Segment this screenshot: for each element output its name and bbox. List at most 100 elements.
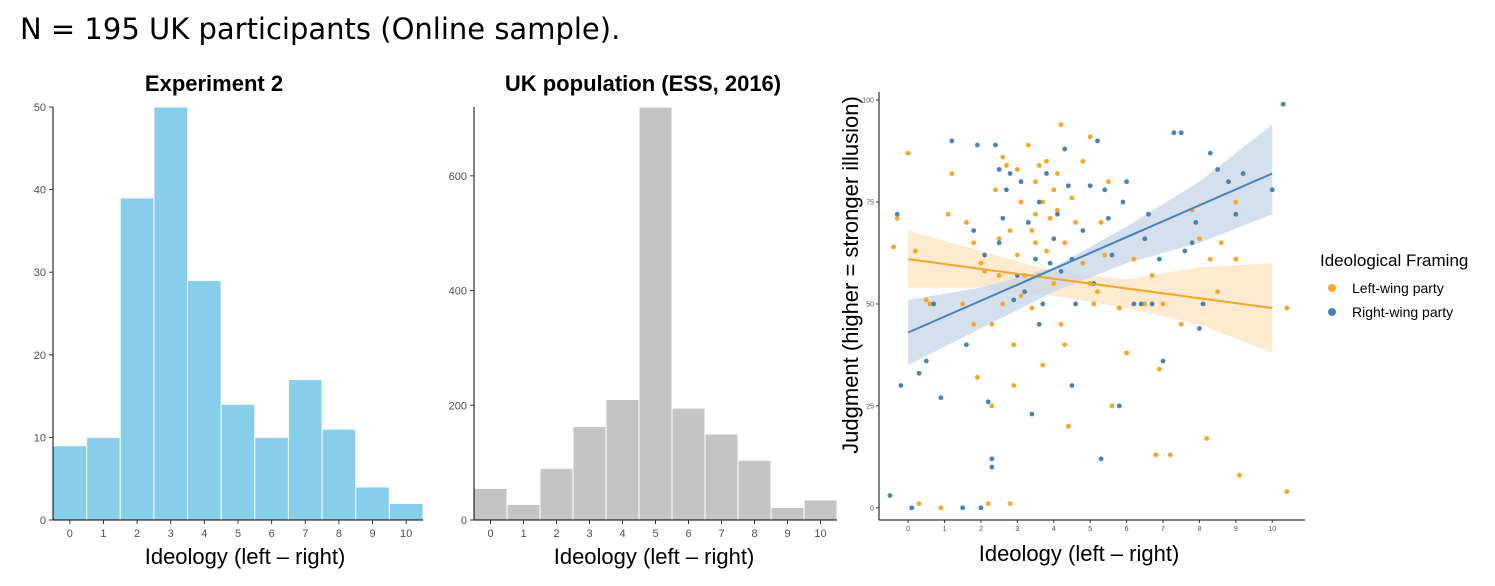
data-point xyxy=(1062,240,1068,246)
data-point xyxy=(1105,215,1111,221)
x-tick-label: 3 xyxy=(168,528,174,540)
bar xyxy=(572,426,607,521)
data-point xyxy=(1142,236,1148,242)
data-point xyxy=(1269,187,1275,193)
data-point xyxy=(909,505,915,511)
data-point xyxy=(1022,289,1028,295)
data-point xyxy=(1207,256,1213,262)
data-point xyxy=(1149,273,1155,278)
x-tick-label: 6 xyxy=(1125,526,1129,533)
bar xyxy=(539,467,574,521)
data-point xyxy=(1193,220,1199,225)
data-point xyxy=(1116,403,1122,409)
chart-title-experiment-2: Experiment 2 xyxy=(145,71,283,96)
data-point xyxy=(938,505,944,511)
data-point xyxy=(1004,162,1009,168)
data-point xyxy=(1055,211,1060,217)
data-point xyxy=(1058,268,1064,274)
data-point xyxy=(1007,501,1013,507)
data-point xyxy=(1131,256,1137,262)
data-point xyxy=(1091,301,1097,307)
data-point xyxy=(1284,305,1290,311)
data-point xyxy=(1011,297,1017,303)
data-point xyxy=(996,273,1002,278)
data-point xyxy=(949,171,955,176)
data-point xyxy=(963,220,969,225)
data-point xyxy=(1069,383,1075,388)
x-tick-label: 2 xyxy=(134,528,140,540)
data-point xyxy=(1029,228,1035,233)
data-point xyxy=(1142,301,1148,307)
data-point xyxy=(978,260,984,266)
bar xyxy=(704,433,739,521)
data-point xyxy=(1011,383,1017,388)
data-point xyxy=(1036,321,1042,327)
data-point xyxy=(1087,183,1093,189)
data-point xyxy=(1018,179,1024,185)
data-point xyxy=(1033,256,1038,262)
bar xyxy=(737,459,772,521)
y-tick-label: 0 xyxy=(870,505,874,512)
data-point xyxy=(1087,134,1093,140)
y-tick-label: 75 xyxy=(866,200,874,207)
data-point xyxy=(1000,215,1006,221)
data-point xyxy=(1051,187,1057,193)
data-point xyxy=(1178,130,1184,136)
bar xyxy=(605,399,640,521)
legend-label-right-wing: Right-wing party xyxy=(1352,304,1453,320)
data-point xyxy=(1036,199,1042,205)
data-point xyxy=(1098,220,1104,225)
legend-marker-left-wing xyxy=(1328,284,1336,292)
x-tick-label: 9 xyxy=(784,528,790,540)
data-point xyxy=(974,374,980,380)
data-point xyxy=(1018,199,1024,205)
bar xyxy=(638,106,673,521)
data-point xyxy=(1040,301,1046,307)
data-point xyxy=(916,370,922,376)
x-tick-label: 5 xyxy=(1088,526,1092,533)
bar xyxy=(355,486,390,521)
data-point xyxy=(1000,154,1006,160)
data-point xyxy=(887,493,893,498)
data-point xyxy=(1080,158,1086,164)
regression-line xyxy=(907,172,1273,334)
x-tick-label: 6 xyxy=(685,528,691,540)
data-point xyxy=(1233,199,1239,205)
data-point xyxy=(1011,342,1017,348)
x-tick-label: 7 xyxy=(718,528,724,540)
data-point xyxy=(931,301,937,307)
data-point xyxy=(1047,260,1053,266)
data-point xyxy=(1109,252,1115,258)
legend-title: Ideological Framing xyxy=(1320,251,1468,270)
data-point xyxy=(971,321,977,327)
data-point xyxy=(1153,452,1159,458)
x-tick-label: 0 xyxy=(487,528,493,540)
data-point xyxy=(905,150,911,156)
data-point xyxy=(1058,122,1064,128)
data-point xyxy=(1007,228,1013,233)
data-point xyxy=(996,236,1002,242)
bar xyxy=(153,106,189,521)
data-point xyxy=(1116,305,1122,311)
data-point xyxy=(989,403,995,409)
data-point xyxy=(1007,171,1013,176)
data-point xyxy=(1237,472,1242,478)
data-point xyxy=(1160,358,1166,364)
data-point xyxy=(1051,236,1057,242)
data-point xyxy=(1098,456,1104,462)
data-point xyxy=(1207,150,1213,156)
data-point xyxy=(938,395,944,401)
data-point xyxy=(1044,171,1049,176)
data-point xyxy=(971,240,977,246)
y-tick-label: 25 xyxy=(866,403,874,410)
data-point xyxy=(1036,162,1042,168)
data-point xyxy=(1040,362,1046,368)
x-tick-label: 4 xyxy=(1052,526,1056,533)
data-point xyxy=(1033,179,1038,185)
data-point xyxy=(1233,211,1239,217)
data-point xyxy=(1215,167,1221,172)
x-axis-label: Ideology (left – right) xyxy=(979,541,1180,566)
data-point xyxy=(989,464,995,470)
data-point xyxy=(1014,167,1020,172)
x-tick-label: 4 xyxy=(201,528,207,540)
